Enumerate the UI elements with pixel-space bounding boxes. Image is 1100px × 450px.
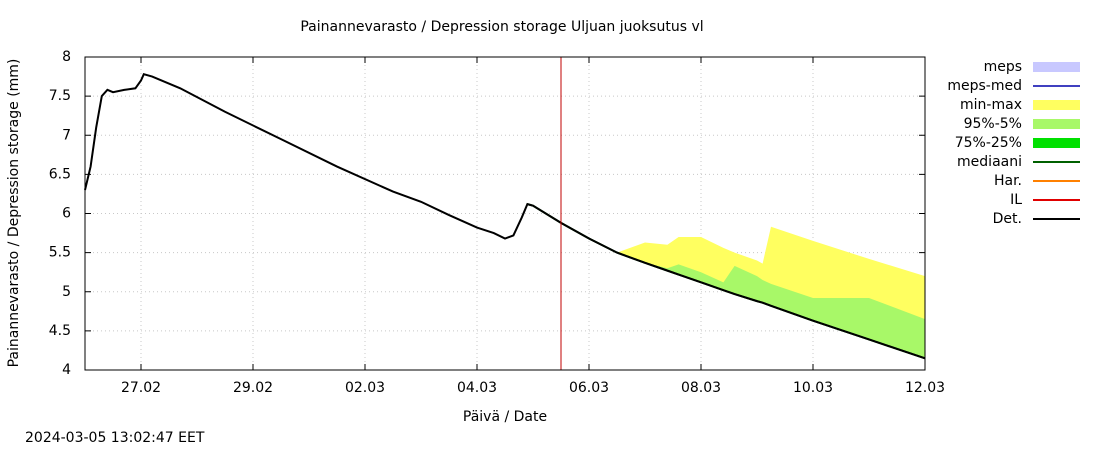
legend-label: 95%-5% [964, 116, 1022, 132]
band [561, 222, 925, 359]
y-tick-label: 5 [62, 284, 71, 300]
y-axis-label: Painannevarasto / Depression storage (mm… [6, 59, 22, 368]
legend-swatch [1033, 138, 1080, 148]
legend-label: Har. [994, 173, 1022, 189]
legend-label: 75%-25% [955, 135, 1022, 151]
x-tick-label: 04.03 [457, 380, 497, 396]
chart-title: Painannevarasto / Depression storage Ulj… [300, 19, 703, 35]
legend-label: Det. [993, 211, 1022, 227]
timestamp: 2024-03-05 13:02:47 EET [25, 430, 205, 446]
legend-swatch [1033, 119, 1080, 129]
legend-swatch [1033, 62, 1080, 72]
x-tick-label: 10.03 [793, 380, 833, 396]
y-tick-label: 7.5 [49, 88, 71, 104]
y-tick-label: 6.5 [49, 166, 71, 182]
y-tick-label: 7 [62, 127, 71, 143]
x-tick-label: 02.03 [345, 380, 385, 396]
plot-border [84, 56, 926, 371]
legend-label: meps-med [947, 78, 1022, 94]
y-tick-label: 6 [62, 206, 71, 222]
x-tick-label: 12.03 [905, 380, 945, 396]
x-tick-label: 27.02 [121, 380, 161, 396]
legend-label: min-max [960, 97, 1022, 113]
y-tick-label: 4 [62, 362, 71, 378]
x-tick-label: 08.03 [681, 380, 721, 396]
y-tick-label: 4.5 [49, 323, 71, 339]
y-tick-label: 5.5 [49, 245, 71, 261]
legend-swatch [1033, 100, 1080, 110]
x-axis-label: Päivä / Date [463, 409, 547, 425]
x-tick-label: 29.02 [233, 380, 273, 396]
legend-label: meps [984, 59, 1022, 75]
legend-label: IL [1010, 192, 1022, 208]
x-tick-label: 06.03 [569, 380, 609, 396]
line [84, 73, 926, 360]
y-tick-label: 8 [62, 49, 71, 65]
legend-label: mediaani [957, 154, 1022, 170]
